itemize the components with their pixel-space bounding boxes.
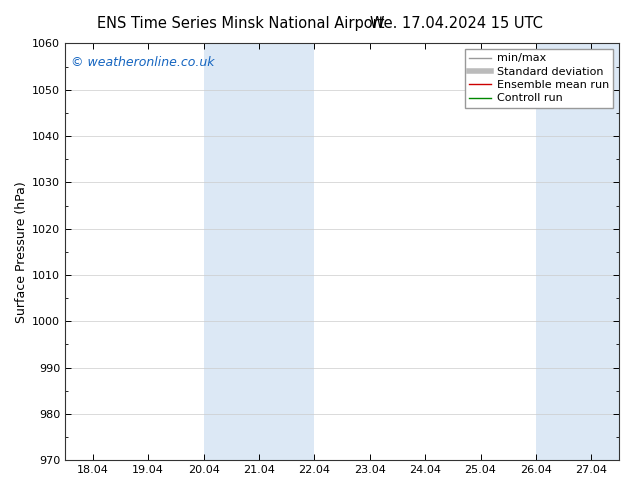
Bar xyxy=(536,44,619,460)
Bar xyxy=(204,44,314,460)
Y-axis label: Surface Pressure (hPa): Surface Pressure (hPa) xyxy=(15,181,28,323)
Text: We. 17.04.2024 15 UTC: We. 17.04.2024 15 UTC xyxy=(370,16,543,31)
Text: ENS Time Series Minsk National Airport: ENS Time Series Minsk National Airport xyxy=(97,16,385,31)
Legend: min/max, Standard deviation, Ensemble mean run, Controll run: min/max, Standard deviation, Ensemble me… xyxy=(465,49,614,108)
Text: © weatheronline.co.uk: © weatheronline.co.uk xyxy=(71,56,214,69)
